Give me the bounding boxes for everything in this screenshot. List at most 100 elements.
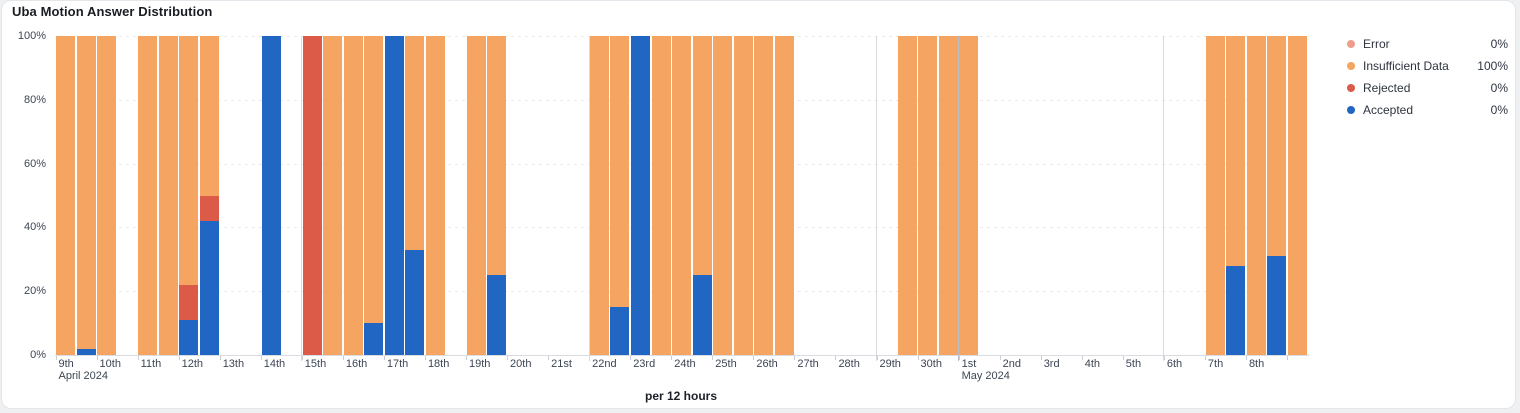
bar-segment-accepted[interactable] xyxy=(1226,265,1246,355)
bar-segment-insufficient[interactable] xyxy=(918,36,938,355)
y-axis-tick-label: 100% xyxy=(17,30,46,42)
x-axis-tick xyxy=(999,356,1001,360)
x-axis-tick xyxy=(794,356,796,360)
x-axis-caption: per 12 hours xyxy=(644,389,718,403)
bar-segment-insufficient[interactable] xyxy=(323,36,343,355)
x-axis-tick xyxy=(1040,356,1042,360)
bar-segment-accepted[interactable] xyxy=(692,275,712,355)
x-axis-tick xyxy=(137,356,139,360)
legend: Error 0% Insufficient Data 100% Rejected 0% Ac… xyxy=(1347,33,1508,121)
x-axis-tick xyxy=(219,356,221,360)
bar-segment-rejected[interactable] xyxy=(302,36,322,355)
bar-segment-insufficient[interactable] xyxy=(713,36,733,355)
bar-segment-insufficient[interactable] xyxy=(487,36,507,276)
legend-item-label: Error xyxy=(1363,37,1390,51)
x-axis-month-label: May 2024 xyxy=(961,370,1010,382)
x-axis-tick xyxy=(589,356,591,360)
bar-segment-insufficient[interactable] xyxy=(199,36,219,196)
bar-segment-insufficient[interactable] xyxy=(343,36,363,355)
bar-segment-insufficient[interactable] xyxy=(76,36,96,349)
legend-item-insufficient-data[interactable]: Insufficient Data 100% xyxy=(1347,55,1508,77)
x-axis-tick xyxy=(835,356,837,360)
bar-segment-insufficient[interactable] xyxy=(938,36,958,355)
legend-item-error[interactable]: Error 0% xyxy=(1347,33,1508,55)
x-axis-tick xyxy=(342,356,344,360)
bar-segment-insufficient[interactable] xyxy=(179,36,199,285)
legend-item-value: 0% xyxy=(1490,37,1508,51)
bar-segment-rejected[interactable] xyxy=(179,284,199,320)
bar-segment-accepted[interactable] xyxy=(384,36,404,355)
bar-segment-insufficient[interactable] xyxy=(589,36,609,355)
y-axis-tick-label: 20% xyxy=(23,285,46,298)
bar-segment-insufficient[interactable] xyxy=(364,36,384,324)
x-axis-tick-label: 28th xyxy=(838,358,860,370)
bar-segment-accepted[interactable] xyxy=(76,348,96,355)
x-axis-tick xyxy=(507,356,509,360)
bar-segment-insufficient[interactable] xyxy=(138,36,158,355)
bar-segment-insufficient[interactable] xyxy=(733,36,753,355)
bar-segment-accepted[interactable] xyxy=(261,36,281,355)
bar-segment-accepted[interactable] xyxy=(610,307,630,355)
bar-segment-insufficient[interactable] xyxy=(610,36,630,308)
legend-swatch-icon xyxy=(1347,62,1355,70)
legend-item-value: 100% xyxy=(1477,59,1508,73)
week-separator-line xyxy=(876,36,877,361)
x-axis-tick-label: 9th xyxy=(58,358,74,370)
x-axis-tick-label: 21st xyxy=(551,358,572,370)
x-axis-tick-label: 13th xyxy=(222,358,245,370)
x-axis-tick xyxy=(424,356,426,360)
bar-segment-insufficient[interactable] xyxy=(1246,36,1266,355)
bar-segment-insufficient[interactable] xyxy=(692,36,712,276)
bar-segment-insufficient[interactable] xyxy=(466,36,486,355)
bar-segment-insufficient[interactable] xyxy=(97,36,117,355)
x-axis-tick xyxy=(1081,356,1083,360)
x-axis-tick-label: 12th xyxy=(181,358,204,370)
bar-segment-accepted[interactable] xyxy=(179,319,199,355)
x-axis-tick xyxy=(96,356,98,360)
bar-segment-accepted[interactable] xyxy=(199,221,219,355)
bar-segment-accepted[interactable] xyxy=(487,275,507,355)
legend-item-accepted[interactable]: Accepted 0% xyxy=(1347,99,1508,121)
bar-segment-insufficient[interactable] xyxy=(672,36,692,355)
bar-segment-insufficient[interactable] xyxy=(405,36,425,250)
bar-segment-insufficient[interactable] xyxy=(158,36,178,355)
bar-segment-rejected[interactable] xyxy=(199,195,219,222)
bar-segment-insufficient[interactable] xyxy=(425,36,445,355)
bar-segment-insufficient[interactable] xyxy=(1226,36,1246,266)
week-separator-line xyxy=(1163,36,1165,361)
x-axis-tick xyxy=(917,356,919,360)
x-axis-tick-label: 23rd xyxy=(633,358,656,370)
x-axis-tick-label: 6th xyxy=(1166,358,1183,370)
x-axis-tick-label: 7th xyxy=(1207,358,1224,370)
bar-segment-accepted[interactable] xyxy=(405,249,425,355)
bar-segment-insufficient[interactable] xyxy=(1205,36,1225,355)
bar-segment-insufficient[interactable] xyxy=(897,36,917,355)
bar-segment-insufficient[interactable] xyxy=(1287,36,1307,355)
x-axis-tick-label: 18th xyxy=(427,358,450,370)
bar-segment-insufficient[interactable] xyxy=(651,36,671,355)
x-axis-tick xyxy=(876,356,878,360)
x-axis-tick xyxy=(55,356,57,360)
x-axis-tick-label: 17th xyxy=(386,358,409,370)
legend-item-label: Accepted xyxy=(1363,103,1414,117)
x-axis-tick xyxy=(178,356,180,360)
legend-swatch-icon xyxy=(1347,40,1355,48)
y-axis-tick-label: 40% xyxy=(23,221,46,234)
bar-segment-insufficient[interactable] xyxy=(1267,36,1287,257)
bar-segment-accepted[interactable] xyxy=(631,36,650,355)
bar-segment-insufficient[interactable] xyxy=(959,36,979,355)
x-axis-tick xyxy=(383,356,385,360)
chart-title: Uba Motion Answer Distribution xyxy=(12,4,213,19)
bar-segment-insufficient[interactable] xyxy=(774,36,794,355)
legend-item-rejected[interactable]: Rejected 0% xyxy=(1347,77,1508,99)
x-axis-baseline xyxy=(54,355,1309,356)
bar-segment-accepted[interactable] xyxy=(1267,256,1287,355)
bar-segment-insufficient[interactable] xyxy=(56,36,76,355)
y-axis-tick-label: 80% xyxy=(23,93,46,106)
x-axis-tick-label: 3rd xyxy=(1043,358,1060,370)
x-axis-tick-label: 27th xyxy=(797,358,819,370)
bar-segment-insufficient[interactable] xyxy=(754,36,774,355)
y-axis-tick-label: 60% xyxy=(23,157,46,170)
bar-segment-accepted[interactable] xyxy=(364,323,384,355)
